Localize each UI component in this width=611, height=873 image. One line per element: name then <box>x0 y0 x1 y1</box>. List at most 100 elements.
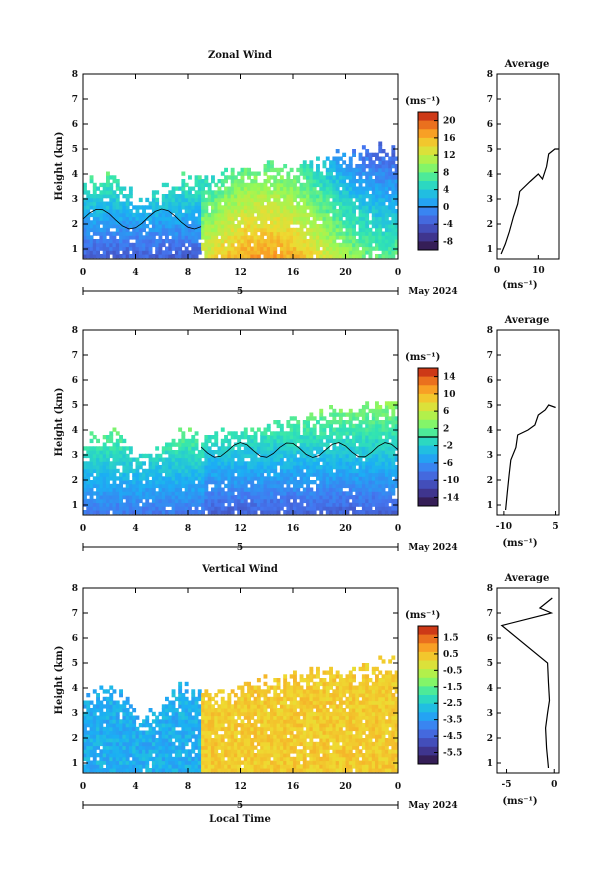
colorbar-segment <box>418 738 438 748</box>
avg-y-tick-label: 1 <box>487 245 493 255</box>
avg-y-tick-label: 7 <box>487 351 493 361</box>
avg-x-tick-label: 0 <box>551 780 557 790</box>
colorbar-segment <box>418 120 438 130</box>
x-tick-label: 16 <box>287 782 300 792</box>
axes-vertical: 0 4 8 12 16 20 01 12 23 34 45 56 67 78 8 <box>72 584 501 792</box>
colorbar-meridional: 14 10 6 2 -2 -6 -10 -14 <box>417 367 459 507</box>
zero-contour-line <box>200 442 398 458</box>
colorbar-segment <box>418 695 438 705</box>
colorbar-segment <box>418 146 438 156</box>
average-profile-zonal: 0 10 <box>494 148 559 276</box>
colorbar-segment <box>418 669 438 679</box>
colorbar-tick-label: 12 <box>443 151 456 161</box>
x-tick-label: 16 <box>287 524 300 534</box>
x-tick-label: 8 <box>185 268 191 278</box>
colorbar-unit-meridional: (ms⁻¹) <box>405 352 440 363</box>
y-tick-label: 4 <box>72 170 78 180</box>
avg-y-tick-label: 3 <box>487 451 493 461</box>
avg-y-tick-label: 6 <box>487 120 493 130</box>
colorbar-tick-label: -10 <box>443 476 459 486</box>
axes-zonal: 0 4 8 12 16 20 01 12 23 34 45 56 67 78 8 <box>72 70 501 278</box>
colorbar-segment <box>418 634 438 644</box>
y-tick-label: 3 <box>72 195 78 205</box>
colorbar-tick-label: 6 <box>443 407 449 417</box>
colorbar-segment <box>418 729 438 739</box>
y-tick-label: 7 <box>72 351 78 361</box>
avg-y-tick-label: 4 <box>487 426 493 436</box>
colorbar-segment <box>418 232 438 242</box>
colorbar-segment <box>418 155 438 165</box>
colorbar-segment <box>418 746 438 756</box>
avg-x-tick-label: -10 <box>496 522 512 532</box>
x-tick-label: 4 <box>132 268 138 278</box>
x-tick-label: 4 <box>132 782 138 792</box>
date-label: May 2024 <box>408 543 457 553</box>
y-tick-label: 8 <box>72 326 78 336</box>
colorbar-segment <box>418 198 438 208</box>
y-tick-label: 1 <box>72 245 78 255</box>
x-tick-label: 0 <box>80 524 86 534</box>
avg-y-tick-label: 6 <box>487 376 493 386</box>
colorbar-tick-label: -2.5 <box>443 699 462 709</box>
colorbar-tick-label: -6 <box>443 459 453 469</box>
heatmap-field-zonal <box>83 141 398 259</box>
y-tick-label: 6 <box>72 634 78 644</box>
y-tick-label: 5 <box>72 659 78 669</box>
panel-title-zonal: Zonal Wind <box>208 50 272 61</box>
colorbar-tick-label: -4 <box>443 220 453 230</box>
x-tick-label: 0 <box>80 268 86 278</box>
colorbar-zonal: 20 16 12 8 4 0 -4 -8 <box>417 111 456 251</box>
avg-y-tick-label: 4 <box>487 684 493 694</box>
y-tick-label: 4 <box>72 426 78 436</box>
avg-y-tick-label: 5 <box>487 659 493 669</box>
colorbar-tick-label: 0 <box>443 203 449 213</box>
y-tick-label: 6 <box>72 376 78 386</box>
y-tick-label: 2 <box>72 734 78 744</box>
avg-y-tick-label: 1 <box>487 759 493 769</box>
panel-title-vertical: Vertical Wind <box>201 564 278 575</box>
avg-y-tick-label: 8 <box>487 584 493 594</box>
x-tick-label: 12 <box>234 524 247 534</box>
colorbar-tick-label: 0.5 <box>443 650 459 660</box>
x-tick-label: 4 <box>132 524 138 534</box>
colorbar-tick-label: -0.5 <box>443 666 462 676</box>
avg-y-tick-label: 6 <box>487 634 493 644</box>
y-tick-label: 2 <box>72 476 78 486</box>
y-tick-label: 6 <box>72 120 78 130</box>
colorbar-segment <box>418 454 438 464</box>
colorbar-segment <box>418 224 438 234</box>
y-tick-label: 7 <box>72 95 78 105</box>
colorbar-tick-label: 10 <box>443 390 456 400</box>
colorbar-segment <box>418 241 438 251</box>
heatmap-field-meridional <box>83 401 398 515</box>
day-bar-meridional: 5 May 2024 <box>82 543 458 553</box>
colorbar-tick-label: 1.5 <box>443 634 459 644</box>
colorbar-tick-label: 20 <box>443 117 456 127</box>
avg-y-tick-label: 7 <box>487 609 493 619</box>
x-tick-label: 12 <box>234 268 247 278</box>
day-bar-zonal: 5 May 2024 <box>82 287 458 297</box>
x-tick-label: 20 <box>339 782 352 792</box>
colorbar-unit-vertical: (ms⁻¹) <box>405 610 440 621</box>
colorbar-segment <box>418 643 438 653</box>
colorbar-tick-label: 4 <box>443 186 449 196</box>
average-xlabel-vertical: (ms⁻¹) <box>502 796 537 807</box>
colorbar-segment <box>418 402 438 412</box>
colorbar-segment <box>418 181 438 191</box>
average-title-vertical: Average <box>504 573 550 584</box>
avg-x-tick-label: 10 <box>532 266 545 276</box>
colorbar-tick-label: 16 <box>443 134 456 144</box>
colorbar-segment <box>418 712 438 722</box>
x-axis-label: Local Time <box>209 814 271 825</box>
colorbar-segment <box>418 368 438 378</box>
y-tick-label: 2 <box>72 220 78 230</box>
avg-y-tick-label: 5 <box>487 145 493 155</box>
date-label: May 2024 <box>408 801 457 811</box>
y-tick-label: 8 <box>72 584 78 594</box>
x-tick-label: 8 <box>185 524 191 534</box>
colorbar-segment <box>418 206 438 216</box>
colorbar-segment <box>418 163 438 173</box>
colorbar-segment <box>418 686 438 696</box>
x-tick-label: 16 <box>287 268 300 278</box>
colorbar-segment <box>418 112 438 122</box>
